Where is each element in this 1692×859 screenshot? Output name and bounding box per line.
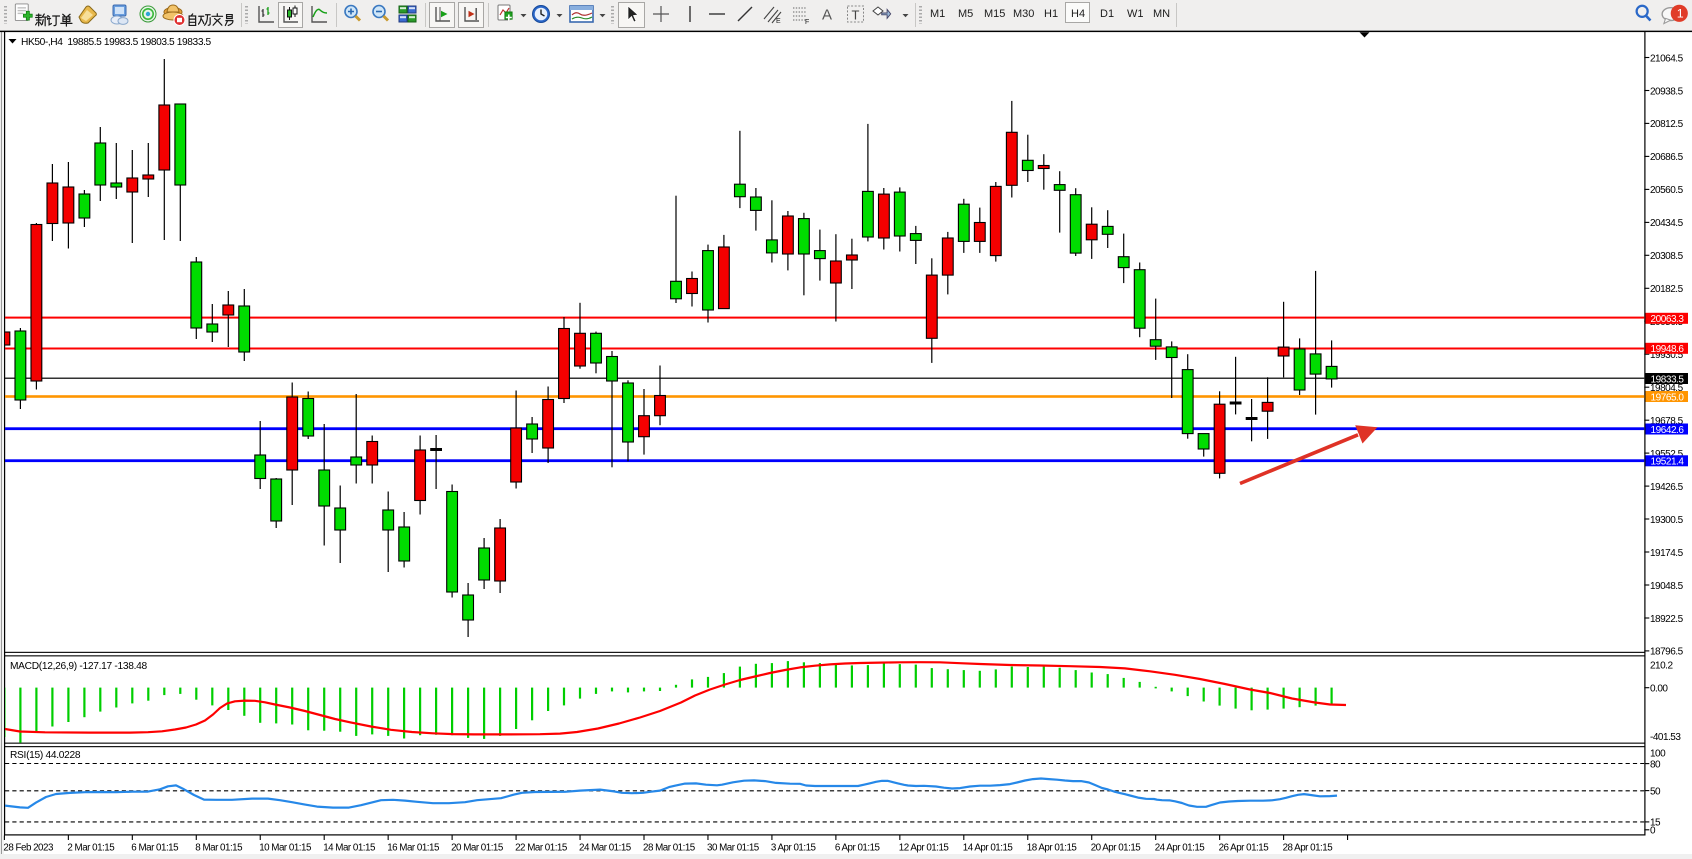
svg-text:MACD(12,26,9) -127.17 -138.48: MACD(12,26,9) -127.17 -138.48: [10, 661, 147, 672]
svg-text:2 Mar 01:15: 2 Mar 01:15: [67, 843, 115, 854]
svg-text:19765.0: 19765.0: [1651, 392, 1685, 403]
svg-text:12 Apr 01:15: 12 Apr 01:15: [899, 843, 950, 854]
svg-text:19426.5: 19426.5: [1650, 482, 1684, 493]
svg-text:20434.5: 20434.5: [1650, 218, 1684, 229]
svg-text:E: E: [776, 18, 781, 25]
svg-text:-401.53: -401.53: [1650, 732, 1681, 743]
svg-text:24 Mar 01:15: 24 Mar 01:15: [579, 843, 632, 854]
svg-text:6 Mar 01:15: 6 Mar 01:15: [131, 843, 179, 854]
svg-text:210.2: 210.2: [1650, 660, 1673, 671]
svg-text:26 Apr 01:15: 26 Apr 01:15: [1219, 843, 1270, 854]
svg-text:20 Mar 01:15: 20 Mar 01:15: [451, 843, 504, 854]
svg-text:19678.5: 19678.5: [1650, 416, 1684, 427]
svg-text:20 Apr 01:15: 20 Apr 01:15: [1091, 843, 1142, 854]
svg-text:A: A: [822, 7, 832, 24]
svg-text:21064.5: 21064.5: [1650, 53, 1684, 64]
svg-text:15: 15: [1650, 818, 1661, 829]
svg-text:19300.5: 19300.5: [1650, 515, 1684, 526]
svg-text:20182.5: 20182.5: [1650, 284, 1684, 295]
svg-text:1: 1: [1677, 7, 1684, 21]
svg-text:14 Mar 01:15: 14 Mar 01:15: [323, 843, 376, 854]
svg-text:HK50-,H4 19885.5 19983.5 1980: HK50-,H4 19885.5 19983.5 19803.5 19833.5: [21, 37, 212, 48]
svg-text:50: 50: [1650, 786, 1661, 797]
svg-text:100: 100: [1650, 749, 1666, 760]
svg-text:0: 0: [1650, 826, 1656, 837]
svg-text:0.00: 0.00: [1650, 684, 1668, 695]
svg-text:20812.5: 20812.5: [1650, 119, 1684, 130]
svg-text:28 Feb 2023: 28 Feb 2023: [3, 843, 54, 854]
svg-text:20308.5: 20308.5: [1650, 251, 1684, 262]
svg-text:RSI(15) 44.0228: RSI(15) 44.0228: [10, 750, 81, 761]
svg-text:3 Apr 01:15: 3 Apr 01:15: [771, 843, 817, 854]
svg-text:28 Mar 01:15: 28 Mar 01:15: [643, 843, 696, 854]
svg-text:8 Mar 01:15: 8 Mar 01:15: [195, 843, 243, 854]
svg-text:19552.5: 19552.5: [1650, 449, 1684, 460]
svg-text:6 Apr 01:15: 6 Apr 01:15: [835, 843, 881, 854]
svg-text:19048.5: 19048.5: [1650, 581, 1684, 592]
svg-text:18796.5: 18796.5: [1650, 647, 1684, 658]
svg-text:20686.5: 20686.5: [1650, 152, 1684, 163]
svg-text:T: T: [852, 8, 860, 23]
svg-text:19948.6: 19948.6: [1651, 344, 1685, 355]
svg-text:10 Mar 01:15: 10 Mar 01:15: [259, 843, 312, 854]
svg-text:19930.5: 19930.5: [1650, 350, 1684, 361]
svg-text:28 Apr 01:15: 28 Apr 01:15: [1283, 843, 1334, 854]
svg-text:16 Mar 01:15: 16 Mar 01:15: [387, 843, 440, 854]
svg-text:19642.6: 19642.6: [1651, 425, 1685, 436]
svg-text:22 Mar 01:15: 22 Mar 01:15: [515, 843, 568, 854]
svg-text:24 Apr 01:15: 24 Apr 01:15: [1155, 843, 1206, 854]
svg-text:18922.5: 18922.5: [1650, 614, 1684, 625]
svg-text:19521.4: 19521.4: [1651, 457, 1685, 468]
svg-text:30 Mar 01:15: 30 Mar 01:15: [707, 843, 760, 854]
svg-text:18 Apr 01:15: 18 Apr 01:15: [1027, 843, 1078, 854]
svg-text:F: F: [805, 19, 809, 26]
svg-text:20938.5: 20938.5: [1650, 86, 1684, 97]
svg-text:20560.5: 20560.5: [1650, 185, 1684, 196]
svg-text:14 Apr 01:15: 14 Apr 01:15: [963, 843, 1014, 854]
svg-text:20063.3: 20063.3: [1651, 314, 1685, 325]
svg-text:80: 80: [1650, 759, 1661, 770]
svg-text:19804.5: 19804.5: [1650, 383, 1684, 394]
svg-text:19174.5: 19174.5: [1650, 548, 1684, 559]
svg-text:19833.5: 19833.5: [1651, 374, 1685, 385]
